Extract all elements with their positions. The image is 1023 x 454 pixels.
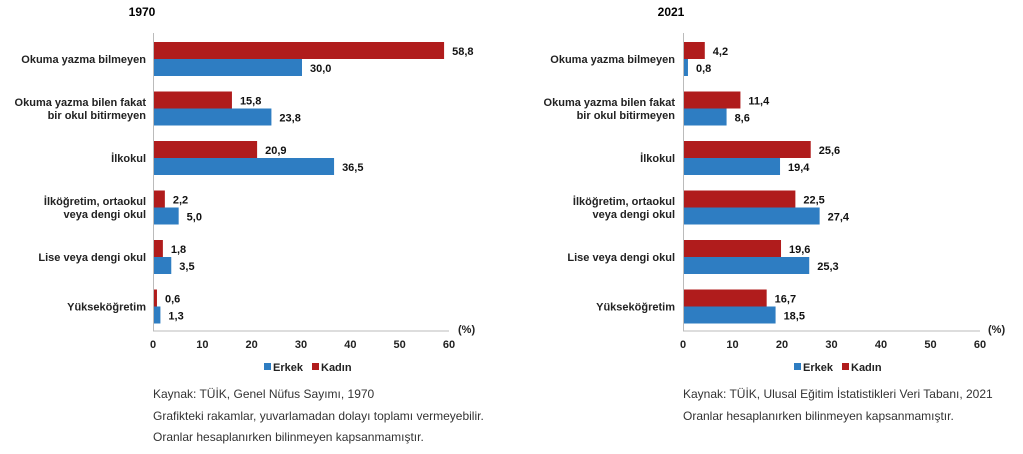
bar-erkek	[154, 59, 302, 76]
category-label: bir okul bitirmeyen	[48, 110, 147, 122]
legend-label-kadin: Kadın	[321, 362, 352, 374]
data-label: 25,6	[819, 145, 840, 157]
bar-kadin	[154, 289, 157, 307]
bar-kadin	[684, 42, 705, 59]
chart-title: 2021	[658, 5, 685, 19]
data-label: 2,2	[173, 195, 188, 207]
unit-label: (%)	[458, 324, 475, 336]
data-label: 23,8	[279, 113, 300, 125]
x-tick-label: 30	[825, 339, 837, 351]
source-note: Grafikteki rakamlar, yuvarlamadan dolayı…	[153, 408, 484, 423]
data-label: 5,0	[187, 212, 202, 224]
bar-erkek	[154, 207, 179, 225]
x-tick-label: 30	[295, 339, 307, 351]
x-tick-label: 10	[196, 339, 208, 351]
x-tick-label: 50	[924, 339, 936, 351]
legend-swatch	[794, 363, 801, 370]
bar-erkek	[154, 257, 172, 274]
source-note: Kaynak: TÜİK, Genel Nüfus Sayımı, 1970	[153, 387, 375, 401]
category-label: Lise veya dengi okul	[567, 252, 675, 264]
bar-kadin	[684, 289, 767, 307]
data-label: 22,5	[803, 195, 824, 207]
unit-label: (%)	[988, 324, 1005, 336]
bar-erkek	[684, 158, 781, 175]
category-label: Yükseköğretim	[596, 302, 675, 314]
data-label: 20,9	[265, 145, 286, 157]
category-label: Okuma yazma bilmeyen	[550, 54, 675, 66]
data-label: 1,3	[168, 311, 183, 323]
bar-erkek	[154, 158, 335, 175]
legend-swatch	[842, 363, 849, 370]
legend-swatch	[264, 363, 271, 370]
category-label: İlkokul	[640, 152, 675, 165]
source-note: Oranlar hesaplanırken bilinmeyen kapsanm…	[153, 430, 424, 444]
legend-label-erkek: Erkek	[803, 362, 834, 374]
category-label: İlkokul	[111, 152, 146, 165]
x-tick-label: 0	[150, 339, 156, 351]
source-note: Oranlar hesaplanırken bilinmeyen kapsanm…	[683, 408, 954, 423]
data-label: 27,4	[828, 212, 850, 224]
category-label: İlköğretim, ortaokul	[44, 195, 146, 208]
x-tick-label: 50	[394, 339, 406, 351]
data-label: 16,7	[775, 294, 796, 306]
data-label: 8,6	[735, 113, 750, 125]
category-label: Lise veya dengi okul	[38, 252, 146, 264]
data-label: 1,8	[171, 244, 186, 256]
category-label: veya dengi okul	[592, 209, 675, 221]
category-label: Yükseköğretim	[67, 302, 146, 314]
data-label: 25,3	[817, 261, 838, 273]
data-label: 0,8	[696, 63, 711, 75]
data-label: 15,8	[240, 96, 261, 108]
category-label: Okuma yazma bilmeyen	[21, 54, 146, 66]
bar-kadin	[684, 190, 796, 208]
bar-erkek	[154, 306, 161, 324]
data-label: 3,5	[179, 261, 194, 273]
bar-kadin	[154, 42, 445, 59]
data-label: 18,5	[784, 311, 805, 323]
category-label: veya dengi okul	[63, 209, 146, 221]
legend-label-erkek: Erkek	[273, 362, 304, 374]
x-tick-label: 10	[726, 339, 738, 351]
legend-label-kadin: Kadın	[851, 362, 882, 374]
x-tick-label: 20	[776, 339, 788, 351]
bar-kadin	[684, 91, 741, 109]
bar-erkek	[684, 207, 820, 225]
bar-kadin	[154, 91, 232, 109]
bar-kadin	[154, 190, 165, 208]
source-note: Kaynak: TÜİK, Ulusal Eğitim İstatistikle…	[683, 387, 993, 401]
category-label: Okuma yazma bilen fakat	[544, 97, 676, 109]
bar-erkek	[684, 306, 776, 324]
data-label: 58,8	[452, 46, 473, 58]
bar-kadin	[154, 141, 258, 158]
x-tick-label: 20	[246, 339, 258, 351]
bar-erkek	[684, 108, 727, 126]
category-label: bir okul bitirmeyen	[577, 110, 676, 122]
data-label: 4,2	[713, 46, 728, 58]
bar-erkek	[684, 257, 810, 274]
data-label: 19,6	[789, 244, 810, 256]
x-tick-label: 40	[875, 339, 887, 351]
data-label: 11,4	[748, 96, 770, 108]
bar-erkek	[684, 59, 688, 76]
data-label: 36,5	[342, 162, 363, 174]
x-tick-label: 60	[443, 339, 455, 351]
x-tick-label: 60	[974, 339, 986, 351]
category-label: Okuma yazma bilen fakat	[15, 97, 147, 109]
data-label: 0,6	[165, 294, 180, 306]
x-tick-label: 0	[680, 339, 686, 351]
bar-kadin	[154, 240, 163, 257]
chart-title: 1970	[129, 5, 156, 19]
legend-swatch	[312, 363, 319, 370]
bar-kadin	[684, 141, 811, 158]
category-label: İlköğretim, ortaokul	[573, 195, 675, 208]
data-label: 30,0	[310, 63, 331, 75]
bar-erkek	[154, 108, 272, 126]
x-tick-label: 40	[344, 339, 356, 351]
bar-kadin	[684, 240, 782, 257]
data-label: 19,4	[788, 162, 810, 174]
